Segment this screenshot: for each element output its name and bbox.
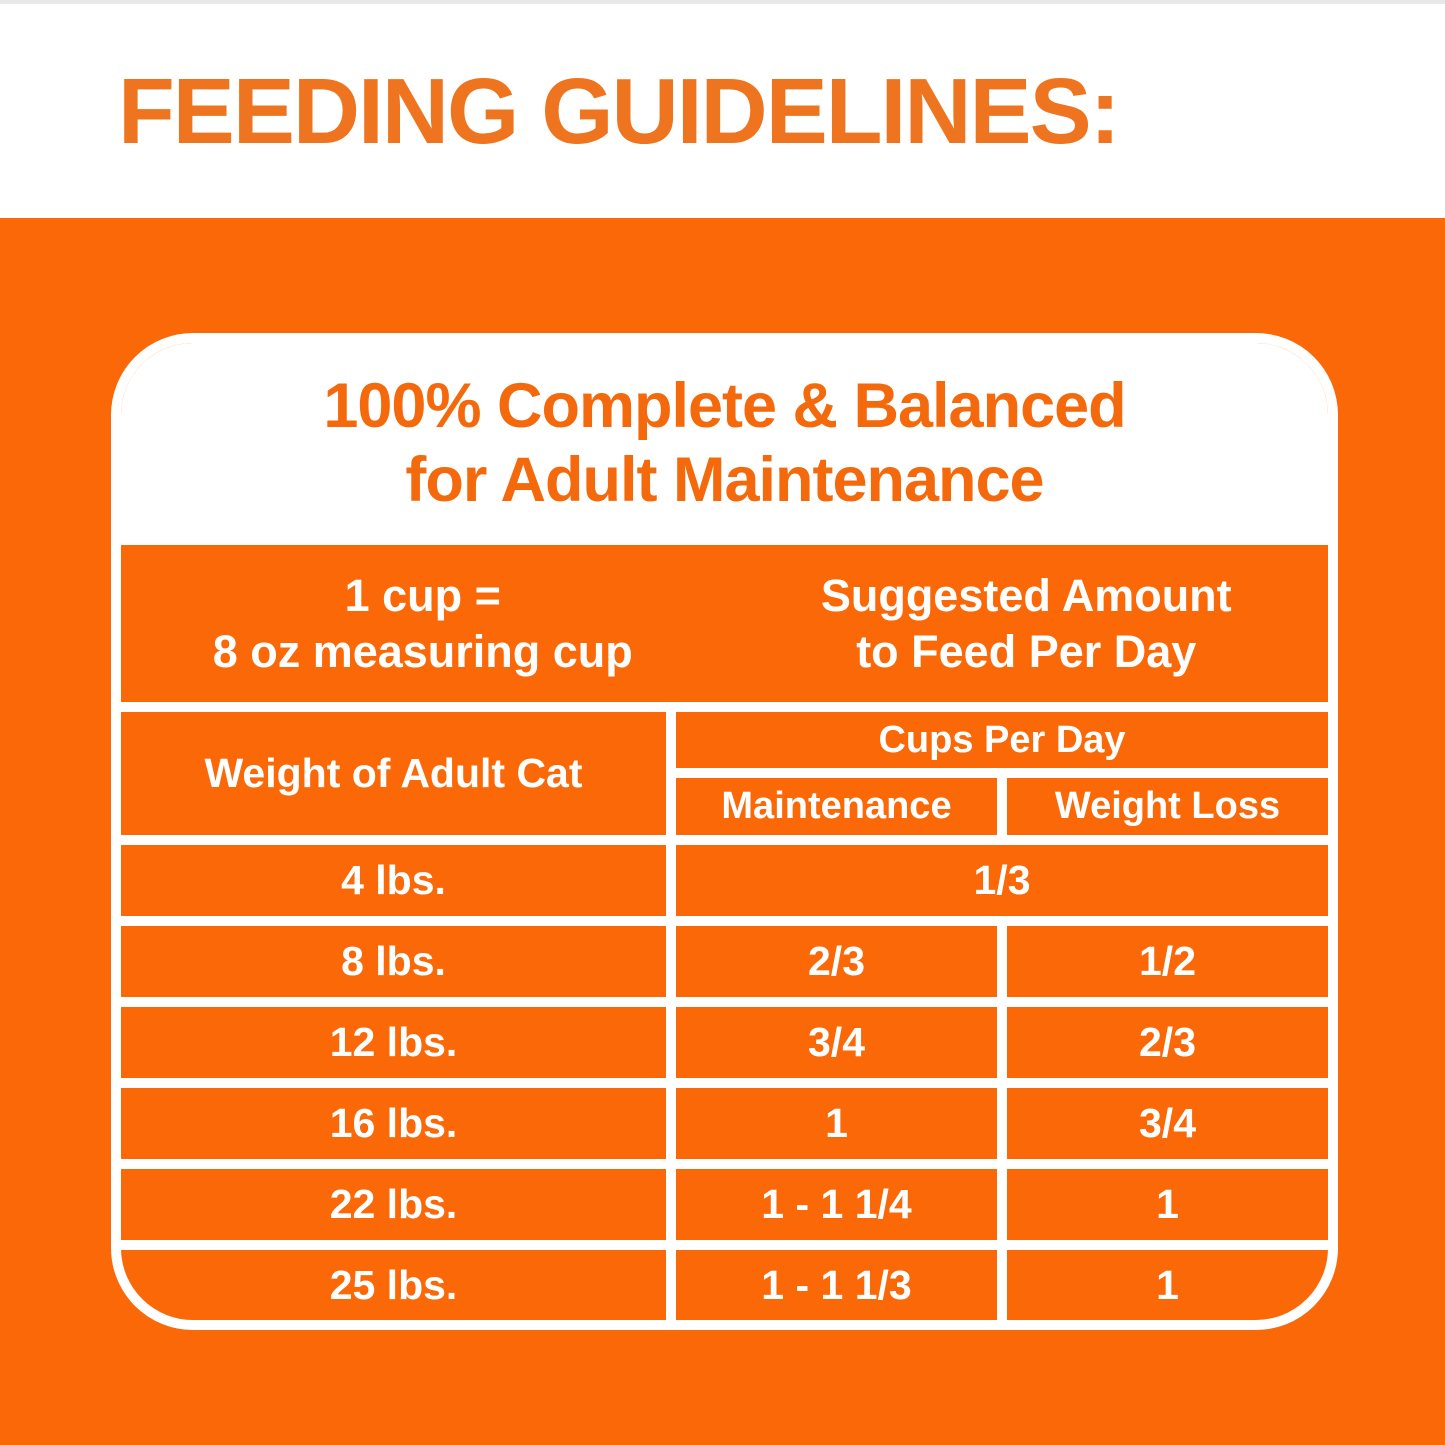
row-value-maintenance: 2/3: [808, 938, 865, 984]
divider-vertical: [666, 926, 676, 997]
suggested-amount-line1: Suggested Amount: [820, 569, 1232, 621]
row-value-weight-loss: 1/2: [1139, 938, 1196, 984]
divider-horizontal: [121, 835, 1328, 845]
sub-column-headers: Maintenance Weight Loss: [676, 778, 1328, 835]
row-weight: 8 lbs.: [341, 938, 446, 984]
row-weight: 4 lbs.: [341, 857, 446, 903]
suggested-amount-header: Suggested Amount to Feed Per Day: [725, 545, 1329, 702]
card-heading-line2: for Adult Maintenance: [405, 445, 1044, 515]
table-row: 22 lbs. 1 - 1 1/4 1: [121, 1169, 1328, 1240]
cups-per-day-header-group: Cups Per Day Maintenance Weight Loss: [676, 712, 1328, 835]
divider-vertical: [666, 1169, 676, 1240]
title-band: FEEDING GUIDELINES:: [0, 0, 1445, 218]
row-value-spanning: 1/3: [973, 857, 1031, 903]
divider-horizontal: [121, 997, 1328, 1007]
divider-horizontal: [121, 702, 1328, 712]
row-value-maintenance: 1 - 1 1/4: [761, 1181, 912, 1227]
divider-vertical: [997, 926, 1007, 997]
divider-vertical: [666, 1088, 676, 1159]
cup-definition-line2: 8 oz measuring cup: [212, 625, 633, 677]
row-value-weight-loss: 1: [1156, 1181, 1179, 1227]
column-header-weight-loss: Weight Loss: [1054, 785, 1281, 827]
table-row: 4 lbs. 1/3: [121, 845, 1328, 916]
column-header-weight: Weight of Adult Cat: [204, 750, 583, 796]
row-value-weight-loss: 2/3: [1139, 1019, 1196, 1065]
divider-vertical: [997, 1250, 1007, 1320]
divider-vertical: [997, 1007, 1007, 1078]
row-value-maintenance: 3/4: [808, 1019, 865, 1065]
divider-vertical: [997, 1088, 1007, 1159]
divider-horizontal: [121, 1078, 1328, 1088]
table-row: 12 lbs. 3/4 2/3: [121, 1007, 1328, 1078]
row-value-weight-loss: 3/4: [1139, 1100, 1196, 1146]
table-row: 25 lbs. 1 - 1 1/3 1: [121, 1250, 1328, 1320]
page-title: FEEDING GUIDELINES:: [118, 58, 1121, 163]
row-value-maintenance: 1: [825, 1100, 848, 1146]
card-heading: 100% Complete & Balanced for Adult Maint…: [121, 343, 1328, 545]
row-weight: 12 lbs.: [329, 1019, 458, 1065]
row-weight: 16 lbs.: [329, 1100, 458, 1146]
intro-row: 1 cup = 8 oz measuring cup Suggested Amo…: [121, 545, 1328, 702]
table-row: 8 lbs. 2/3 1/2: [121, 926, 1328, 997]
row-value-maintenance: 1 - 1 1/3: [761, 1261, 912, 1308]
divider-horizontal: [121, 1240, 1328, 1250]
divider-horizontal: [121, 916, 1328, 926]
table-row: 16 lbs. 1 3/4: [121, 1088, 1328, 1159]
column-header-cups-per-day: Cups Per Day: [878, 718, 1126, 761]
divider-horizontal: [121, 1159, 1328, 1169]
feeding-table-card: 100% Complete & Balanced for Adult Maint…: [111, 333, 1338, 1330]
row-weight: 22 lbs.: [329, 1181, 458, 1227]
card-heading-line1: 100% Complete & Balanced: [323, 371, 1126, 442]
divider-vertical: [666, 712, 676, 835]
divider-horizontal: [676, 768, 1328, 778]
suggested-amount-line2: to Feed Per Day: [856, 625, 1197, 677]
cup-definition: 1 cup = 8 oz measuring cup: [121, 545, 725, 702]
divider-vertical: [666, 1007, 676, 1078]
divider-vertical: [997, 1169, 1007, 1240]
row-value-weight-loss: 1: [1156, 1261, 1179, 1308]
cup-definition-line1: 1 cup =: [344, 569, 501, 621]
table-header: Weight of Adult Cat Cups Per Day Mainten…: [121, 712, 1328, 835]
row-weight: 25 lbs.: [329, 1261, 458, 1308]
divider-vertical: [997, 778, 1007, 835]
divider-vertical: [666, 845, 676, 916]
divider-vertical: [666, 1250, 676, 1320]
column-header-maintenance: Maintenance: [721, 785, 952, 827]
